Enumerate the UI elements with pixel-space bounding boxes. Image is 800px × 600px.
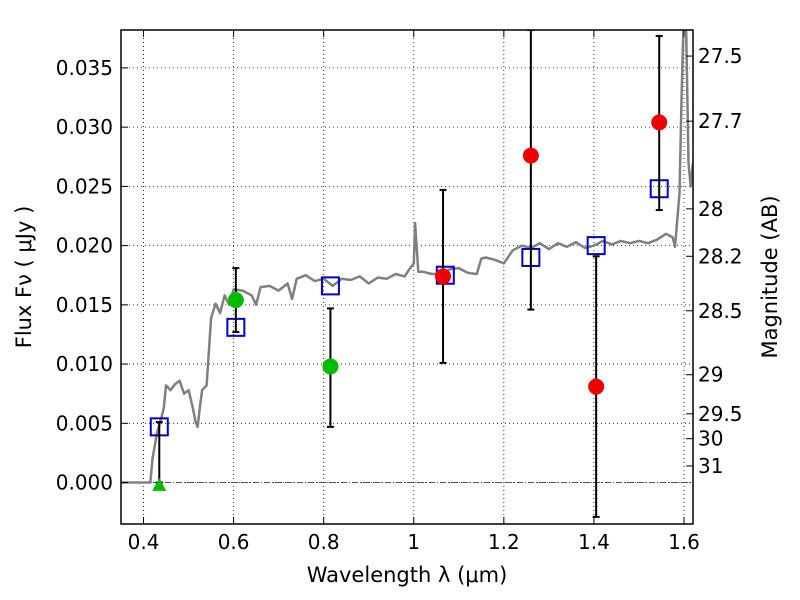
right-tick-label: 27.7 — [698, 109, 743, 133]
x-axis-label: Wavelength λ (μm) — [307, 563, 508, 587]
y-tick-label: 0.030 — [56, 115, 113, 139]
right-tick-label: 29 — [698, 363, 723, 387]
x-tick-label: 0.8 — [308, 530, 340, 554]
y-tick-label: 0.015 — [56, 293, 113, 317]
axis-ticks: 0.4 0.6 0.8 1 1.2 1.4 1.6 0.000 0.005 0.010 0.015 0… — [56, 30, 743, 554]
right-tick-label: 28 — [698, 197, 723, 221]
right-tick-label: 27.5 — [698, 44, 743, 68]
y-tick-label: 0.025 — [56, 174, 113, 198]
right-tick-label: 29.5 — [698, 402, 743, 426]
x-tick-label: 0.4 — [128, 530, 160, 554]
y-tick-label: 0.035 — [56, 56, 113, 80]
x-tick-label: 1 — [407, 530, 420, 554]
grid — [121, 30, 693, 524]
x-tick-label: 1.2 — [488, 530, 520, 554]
right-tick-label: 31 — [698, 454, 723, 478]
y-tick-label: 0.020 — [56, 234, 113, 258]
x-tick-label: 0.6 — [218, 530, 250, 554]
model-spectrum-line — [121, 30, 693, 484]
plot-frame — [120, 29, 694, 525]
red-data-point — [435, 268, 452, 285]
red-data-point — [588, 378, 605, 395]
green-data-point — [322, 358, 339, 375]
y-tick-label: 0.010 — [56, 352, 113, 376]
model-box-marker — [586, 236, 606, 256]
model-box-marker — [320, 276, 340, 296]
red-data-point — [522, 147, 539, 164]
green-triangle-marker — [152, 477, 167, 491]
x-tick-label: 1.4 — [578, 530, 610, 554]
right-tick-label: 28.5 — [698, 299, 743, 323]
right-axis-label: Magnitude (AB) — [758, 195, 782, 358]
data-marks — [149, 30, 669, 518]
y-tick-label: 0.000 — [56, 471, 113, 495]
y-axis-label: Flux Fν ( μJy ) — [12, 206, 36, 349]
y-tick-label: 0.005 — [56, 411, 113, 435]
right-tick-label: 30 — [698, 427, 723, 451]
green-data-point — [227, 292, 244, 309]
right-tick-label: 28.2 — [698, 244, 743, 268]
red-data-point — [651, 114, 668, 131]
x-tick-label: 1.6 — [668, 530, 700, 554]
